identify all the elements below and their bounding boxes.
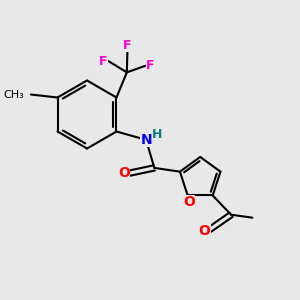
Text: F: F [99, 55, 107, 68]
Text: H: H [152, 128, 163, 141]
Text: O: O [199, 224, 210, 238]
Text: O: O [118, 166, 130, 180]
Text: F: F [146, 59, 155, 72]
Text: N: N [140, 133, 152, 147]
Text: F: F [123, 39, 132, 52]
Text: CH₃: CH₃ [4, 89, 24, 100]
Text: O: O [183, 195, 195, 209]
